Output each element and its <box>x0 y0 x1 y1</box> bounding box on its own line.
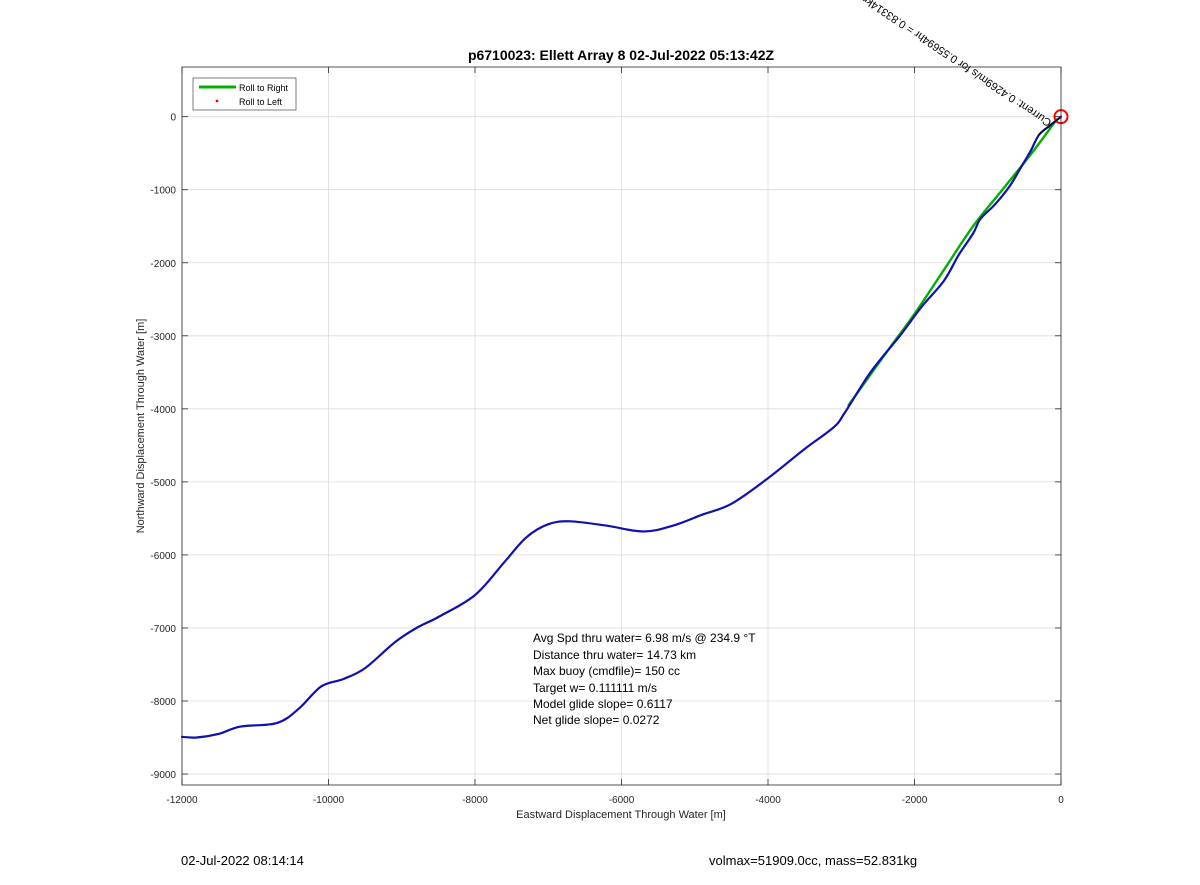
x-tick-label: -10000 <box>313 795 345 806</box>
footer-timestamp: 02-Jul-2022 08:14:14 <box>181 853 304 868</box>
x-tick-label: -6000 <box>609 795 635 806</box>
series-layer <box>180 115 1063 739</box>
y-tick-label: -4000 <box>150 405 176 416</box>
x-tick-label: 0 <box>1058 795 1064 806</box>
chart-title: p6710023: Ellett Array 8 02-Jul-2022 05:… <box>468 47 775 63</box>
stats-line: Net glide slope= 0.0272 <box>533 713 660 727</box>
x-tick-label: -2000 <box>902 795 928 806</box>
stats-line: Max buoy (cmdfile)= 150 cc <box>533 664 680 678</box>
stats-line: Avg Spd thru water= 6.98 m/s @ 234.9 °T <box>533 631 756 645</box>
y-axis-label: Northward Displacement Through Water [m] <box>135 319 147 534</box>
stats-line: Model glide slope= 0.6117 <box>533 697 673 711</box>
legend-label-roll-right: Roll to Right <box>239 83 289 93</box>
legend-label-roll-left: Roll to Left <box>239 97 283 107</box>
y-tick-label: -2000 <box>150 259 176 270</box>
y-tick-label: -9000 <box>150 770 176 781</box>
x-axis-label: Eastward Displacement Through Water [m] <box>516 809 726 821</box>
axis-ticks: -12000 -10000 -8000 -6000 -4000 -2000 0 0 -1000 -… <box>150 67 1064 806</box>
y-tick-label: -1000 <box>150 186 176 197</box>
footer-vol-mass: volmax=51909.0cc, mass=52.831kg <box>709 853 918 868</box>
legend-swatch-roll-left <box>215 99 219 103</box>
y-tick-label: -7000 <box>150 624 176 635</box>
grid-lines <box>181 67 1062 785</box>
x-tick-label: -4000 <box>755 795 781 806</box>
stats-text-block: Avg Spd thru water= 6.98 m/s @ 234.9 °T … <box>533 631 756 727</box>
glider-track-line <box>180 115 1063 739</box>
legend-box <box>192 77 297 111</box>
stats-line: Target w= 0.111111 m/s <box>533 681 657 695</box>
x-tick-label: -12000 <box>166 795 198 806</box>
y-tick-label: 0 <box>170 113 176 124</box>
current-arrow <box>1037 116 1062 136</box>
y-tick-label: -5000 <box>150 478 176 489</box>
y-tick-label: -6000 <box>150 551 176 562</box>
y-tick-label: -8000 <box>150 697 176 708</box>
legend: Roll to Right Roll to Left <box>192 77 297 111</box>
x-tick-label: -8000 <box>462 795 488 806</box>
stats-line: Distance thru water= 14.73 km <box>533 648 696 662</box>
y-tick-label: -3000 <box>150 332 176 343</box>
